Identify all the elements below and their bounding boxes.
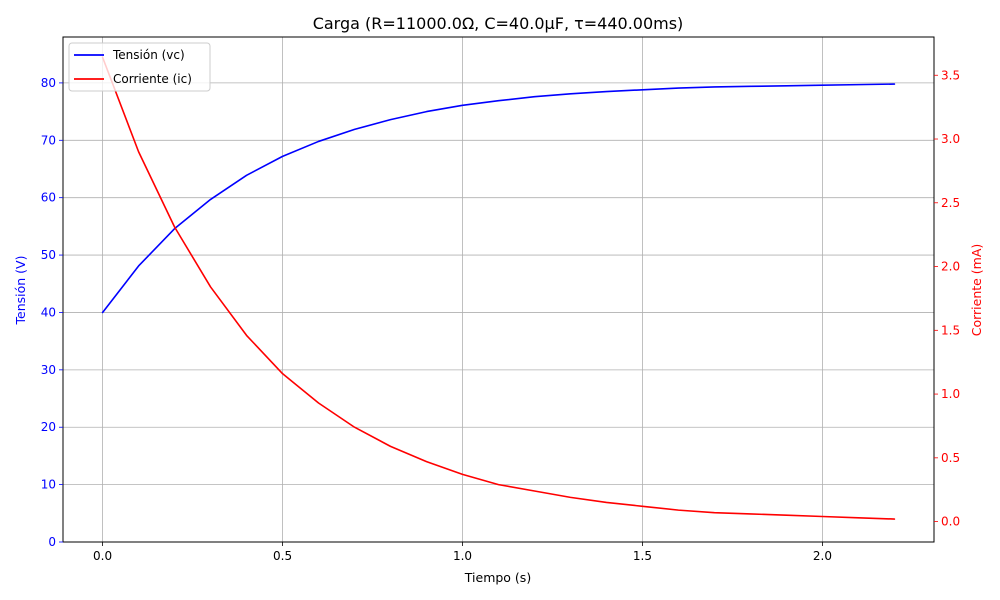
y-left-tick-label: 0 xyxy=(48,535,56,549)
x-tick-label: 0.5 xyxy=(273,549,292,563)
x-tick-label: 1.5 xyxy=(633,549,652,563)
legend-label-tension: Tensión (vc) xyxy=(112,48,185,62)
y-left-tick-label: 60 xyxy=(41,191,56,205)
legend: Tensión (vc) Corriente (ic) xyxy=(68,42,211,92)
y-left-tick-label: 10 xyxy=(41,478,56,492)
y-right-tick-label: 1.5 xyxy=(941,323,960,337)
y-right-tick-label: 1.0 xyxy=(941,387,960,401)
y-right-tick-label: 3.5 xyxy=(941,68,960,82)
y-left-tick-label: 30 xyxy=(41,363,56,377)
y-right-tick-label: 3.0 xyxy=(941,132,960,146)
x-tick-label: 2.0 xyxy=(813,549,832,563)
plot-frame xyxy=(62,36,935,543)
y-left-tick-label: 70 xyxy=(41,133,56,147)
grid xyxy=(63,37,934,543)
x-axis: 0.0 0.5 1.0 1.5 2.0 xyxy=(93,542,832,563)
y-axis-left: 0 10 20 30 40 50 60 70 80 xyxy=(41,76,63,549)
y-left-tick-label: 50 xyxy=(41,248,56,262)
legend-box xyxy=(68,42,211,92)
y-right-tick-label: 2.5 xyxy=(941,196,960,210)
series-layer xyxy=(101,56,896,520)
x-tick-label: 1.0 xyxy=(453,549,472,563)
y-left-tick-label: 20 xyxy=(41,420,56,434)
y-right-tick-label: 0.0 xyxy=(941,515,960,529)
series-line-corriente xyxy=(101,56,896,520)
x-tick-label: 0.0 xyxy=(93,549,112,563)
legend-label-corriente: Corriente (ic) xyxy=(113,72,192,86)
y-right-tick-label: 0.5 xyxy=(941,451,960,465)
y-right-tick-label: 2.0 xyxy=(941,260,960,274)
chart-title: Carga (R=11000.0Ω, C=40.0µF, τ=440.00ms) xyxy=(313,14,684,33)
series-line-tension xyxy=(101,83,896,314)
y-left-tick-label: 80 xyxy=(41,76,56,90)
y-axis-right: 0.0 0.5 1.0 1.5 2.0 2.5 3.0 3.5 xyxy=(934,68,960,529)
y-axis-right-label: Corriente (mA) xyxy=(969,244,984,337)
x-axis-label: Tiempo (s) xyxy=(464,570,531,585)
y-left-tick-label: 40 xyxy=(41,305,56,319)
y-axis-left-label: Tensión (V) xyxy=(13,256,28,326)
